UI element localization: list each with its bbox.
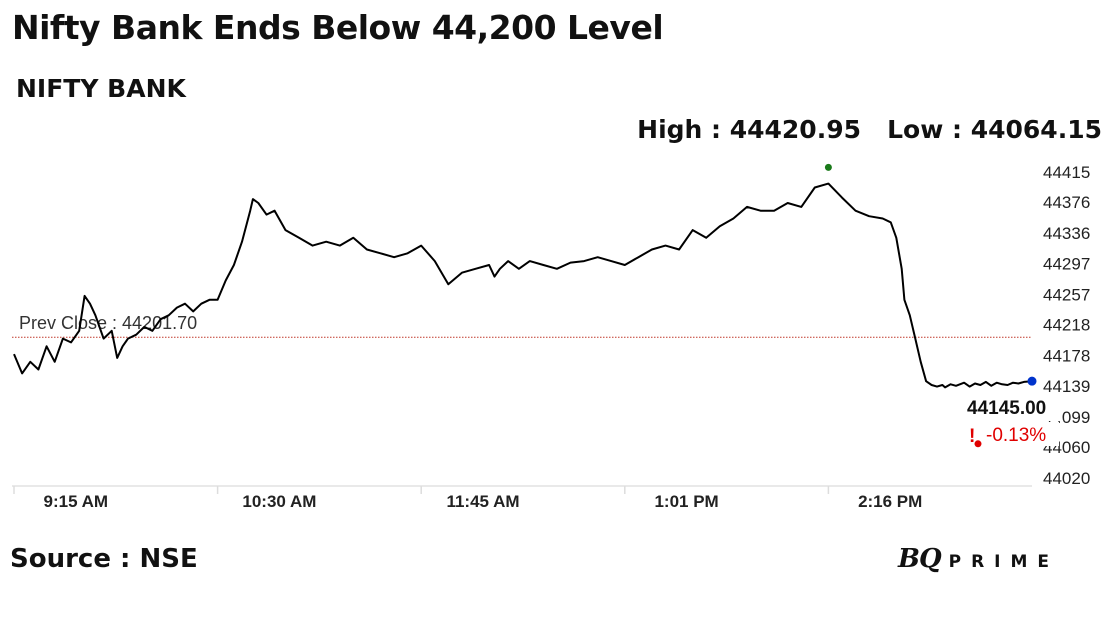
y-tick-label: 44376 — [1043, 193, 1090, 212]
y-tick-label: 44297 — [1043, 254, 1090, 273]
y-tick-label: 44178 — [1043, 347, 1090, 366]
x-tick-label: 10:30 AM — [242, 492, 316, 511]
x-axis-ticks: 9:15 AM 10:30 AM 11:45 AM 1:01 PM 2:16 PM — [13, 486, 922, 511]
y-tick-label: 44218 — [1043, 316, 1090, 335]
high-low-summary: High : 44420.95 Low : 44064.15 — [637, 115, 1102, 144]
high-marker — [824, 163, 832, 171]
low-marker — [974, 440, 982, 448]
last-price-marker — [1027, 376, 1037, 386]
change-arrow-icon: ! — [969, 426, 975, 447]
logo-mark: BQ — [898, 544, 942, 574]
change-percent: -0.13% — [986, 425, 1046, 446]
logo-text: PRIME — [948, 552, 1060, 572]
y-tick-label: 44139 — [1043, 377, 1090, 396]
price-series-line — [13, 182, 1033, 389]
x-tick-label: 2:16 PM — [858, 492, 922, 511]
prev-close-label: Prev Close : 44201.70 — [19, 313, 197, 333]
chart-subtitle: NIFTY BANK — [16, 74, 186, 103]
y-axis-ticks: 44415 44376 44336 44297 44257 44218 44178 44139… — [1043, 163, 1090, 488]
bq-prime-logo: BQ PRIME — [898, 544, 1059, 574]
low-label: Low : 44064.15 — [887, 115, 1102, 144]
high-label: High : 44420.95 — [637, 115, 861, 144]
source-note: Source : NSE — [10, 544, 198, 574]
last-value-bg — [962, 395, 1062, 421]
y-tick-label: 44336 — [1043, 224, 1090, 243]
y-tick-label: 44415 — [1043, 163, 1090, 182]
chart-title: Nifty Bank Ends Below 44,200 Level — [12, 8, 664, 47]
x-tick-label: 1:01 PM — [654, 492, 718, 511]
y-tick-label: 44257 — [1043, 285, 1090, 304]
change-bg — [966, 422, 1059, 446]
x-tick-label: 11:45 AM — [446, 492, 519, 511]
y-tick-label: 44020 — [1043, 469, 1090, 488]
last-value-label: 44145.00 — [967, 398, 1046, 419]
x-tick-label: 9:15 AM — [44, 492, 109, 511]
